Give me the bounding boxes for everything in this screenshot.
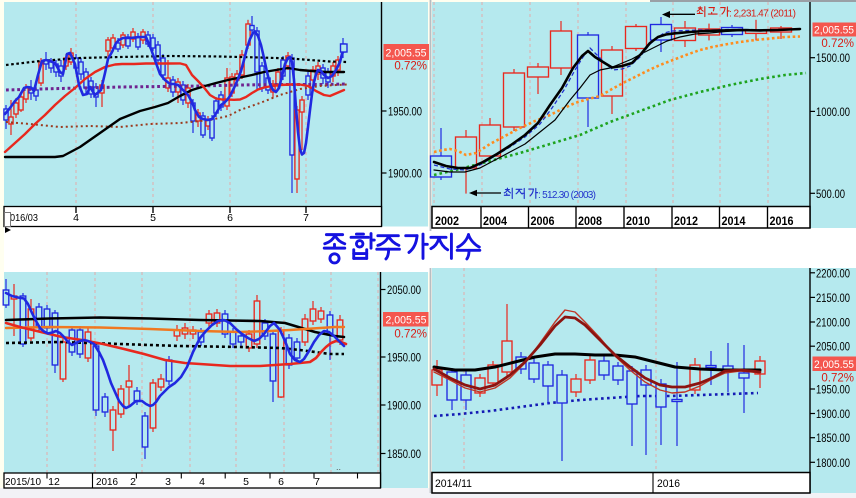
svg-text:2008: 2008 [578, 214, 602, 228]
svg-text:2002: 2002 [435, 214, 459, 228]
svg-text:2100.00: 2100.00 [816, 318, 850, 330]
svg-text:2200.00: 2200.00 [816, 268, 850, 280]
svg-text:2016: 2016 [657, 478, 680, 490]
svg-text:1950.00: 1950.00 [387, 353, 421, 365]
svg-text:4: 4 [199, 476, 205, 488]
svg-text:1850.00: 1850.00 [816, 433, 850, 445]
svg-text:2012: 2012 [674, 214, 698, 228]
svg-text:1900.00: 1900.00 [816, 409, 850, 421]
svg-text:1950.00: 1950.00 [816, 385, 850, 397]
svg-text:2050.00: 2050.00 [387, 285, 421, 297]
svg-text:0.72%: 0.72% [821, 38, 854, 50]
svg-text:3: 3 [165, 476, 171, 488]
svg-text:2006: 2006 [531, 214, 555, 228]
svg-text:2,005.55: 2,005.55 [386, 48, 427, 60]
svg-text:2150.00: 2150.00 [816, 293, 850, 305]
svg-text:1950.00: 1950.00 [388, 107, 422, 119]
svg-text:0.72%: 0.72% [394, 61, 427, 73]
svg-text:1900.00: 1900.00 [387, 401, 421, 413]
svg-text:1800.00: 1800.00 [816, 458, 850, 470]
svg-text:2015/10: 2015/10 [5, 476, 41, 488]
svg-text:2010: 2010 [626, 214, 650, 228]
svg-text:: 512.30 (2003): : 512.30 (2003) [538, 190, 596, 201]
svg-text:2,005.55: 2,005.55 [814, 25, 854, 37]
svg-text:7: 7 [303, 212, 309, 224]
svg-text:5: 5 [243, 476, 249, 488]
svg-text:4: 4 [73, 212, 79, 224]
svg-text:6: 6 [227, 212, 233, 224]
svg-text:5: 5 [150, 212, 156, 224]
svg-text:12: 12 [48, 476, 60, 488]
svg-text:2016: 2016 [770, 214, 794, 228]
svg-text:0.72%: 0.72% [821, 373, 854, 385]
svg-text:2: 2 [130, 476, 136, 488]
svg-text:: 2,231.47 (2011): : 2,231.47 (2011) [729, 9, 796, 20]
svg-text:1000.00: 1000.00 [816, 107, 850, 119]
svg-text:1850.00: 1850.00 [387, 449, 421, 461]
svg-text:7: 7 [314, 476, 320, 488]
svg-text:2014/11: 2014/11 [435, 478, 472, 490]
svg-text:2004: 2004 [483, 214, 507, 228]
svg-text:016/03: 016/03 [10, 212, 38, 224]
svg-text:2,005.55: 2,005.55 [814, 359, 854, 371]
svg-text:..: .. [336, 462, 341, 472]
svg-text:1900.00: 1900.00 [388, 169, 422, 181]
svg-text:6: 6 [278, 476, 284, 488]
svg-text:1500.00: 1500.00 [816, 53, 850, 65]
svg-text:2,005.55: 2,005.55 [386, 315, 427, 327]
svg-text:2014: 2014 [722, 214, 746, 228]
svg-text:500.00: 500.00 [816, 189, 845, 201]
svg-text:2050.00: 2050.00 [816, 342, 850, 354]
svg-text:2016: 2016 [96, 476, 118, 488]
svg-text:0.72%: 0.72% [394, 329, 427, 341]
